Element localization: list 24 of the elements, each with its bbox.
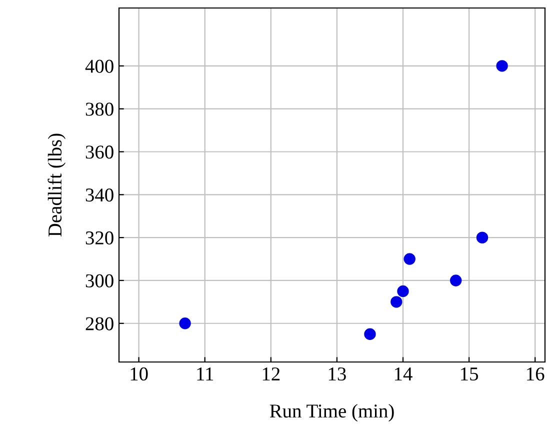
x-tick-label: 11 [197,368,214,380]
point [404,253,416,265]
point [476,232,488,244]
point [179,318,191,330]
y-tick-label: 320 [86,231,114,244]
point [397,285,409,298]
x-axis-title: Run Time (min) [270,404,394,422]
x-tick-label: 13 [328,367,346,381]
y-tick-label: 400 [85,60,114,73]
point [450,274,462,286]
y-tick-label: 280 [86,317,114,330]
x-tick-label: 14 [394,368,412,380]
y-axis-title: Deadlift (lbs) [48,134,66,237]
y-tick-label: 300 [86,274,114,288]
y-tick-label: 380 [86,102,114,116]
point [364,328,376,340]
y-tick-label: 360 [86,146,114,159]
point [390,296,402,308]
x-tick-label: 12 [262,367,280,380]
y-tick-label: 340 [86,188,114,202]
point [496,60,508,72]
x-tick-label: 10 [130,367,148,381]
x-tick-label: 16 [527,367,544,381]
x-tick-label: 15 [461,368,478,381]
